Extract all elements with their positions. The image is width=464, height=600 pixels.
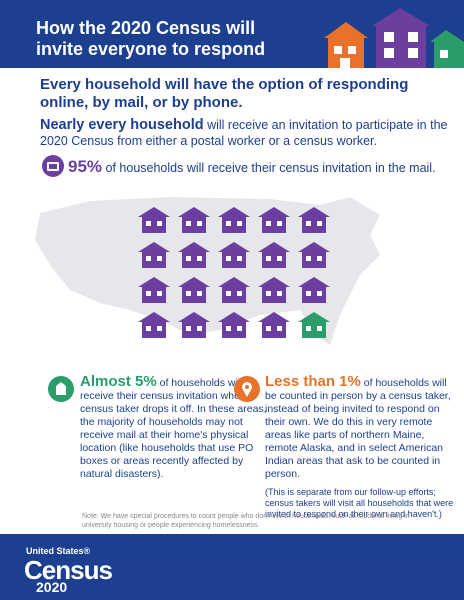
- house-grid: [138, 207, 330, 338]
- invite-strong: Nearly every household: [40, 117, 204, 133]
- subheading: Every household will have the option of …: [40, 76, 409, 111]
- page-title: How the 2020 Census will invite everyone…: [36, 18, 266, 59]
- house-icon-purple: [218, 277, 250, 303]
- house-icon-purple: [178, 242, 210, 268]
- mail-stat: 95% of households will receive their cen…: [68, 158, 448, 177]
- house-icon-purple: [218, 207, 250, 233]
- house-icon-purple: [258, 242, 290, 268]
- map-shape: [35, 197, 380, 345]
- in-person-text: of households will be counted in person …: [265, 377, 451, 480]
- dropoff-column: Almost 5% of households will receive the…: [80, 373, 270, 481]
- dropoff-text: of households will receive their census …: [80, 377, 267, 480]
- house-orange: [324, 22, 368, 68]
- mail-stat-text: of households will receive their census …: [105, 161, 436, 175]
- footer-census-logo: Census: [24, 555, 113, 585]
- house-icon-purple: [178, 312, 210, 338]
- house-icon-purple: [298, 242, 330, 268]
- house-purple: [372, 8, 430, 68]
- us-map: [35, 197, 380, 345]
- in-person-column: Less than 1% of households will be count…: [265, 373, 455, 520]
- house-icon-purple: [178, 277, 210, 303]
- footnote: Note: We have special procedures to coun…: [82, 513, 410, 529]
- house-icon-purple: [298, 207, 330, 233]
- house-icon-purple: [218, 242, 250, 268]
- dropoff-icon: [48, 376, 74, 402]
- house-icon-purple: [258, 277, 290, 303]
- mail-stat-pct: 95%: [68, 157, 103, 176]
- invite-rest: will receive an invitation to participat…: [40, 118, 448, 148]
- house-icon-purple: [298, 277, 330, 303]
- houses-illustration: [324, 8, 464, 68]
- house-icon-green: [298, 312, 330, 338]
- house-icon-purple: [138, 277, 170, 303]
- house-icon-purple: [258, 207, 290, 233]
- dropoff-highlight: Almost 5%: [80, 373, 157, 390]
- house-icon-purple: [138, 242, 170, 268]
- house-icon-purple: [218, 312, 250, 338]
- house-green: [430, 30, 464, 68]
- house-icon-purple: [258, 312, 290, 338]
- house-icon-purple: [138, 312, 170, 338]
- house-icon-purple: [138, 207, 170, 233]
- house-icon-purple: [178, 207, 210, 233]
- in-person-icon: [234, 376, 260, 402]
- footer-banner: [0, 534, 464, 600]
- footer-united-states: United States®: [26, 546, 91, 556]
- footer-year: 2020: [36, 579, 68, 595]
- mailbox-icon: [42, 155, 64, 177]
- in-person-note: (This is separate from our follow-up eff…: [265, 487, 454, 519]
- invite-paragraph: Nearly every household will receive an i…: [40, 117, 450, 149]
- in-person-highlight: Less than 1%: [265, 373, 361, 390]
